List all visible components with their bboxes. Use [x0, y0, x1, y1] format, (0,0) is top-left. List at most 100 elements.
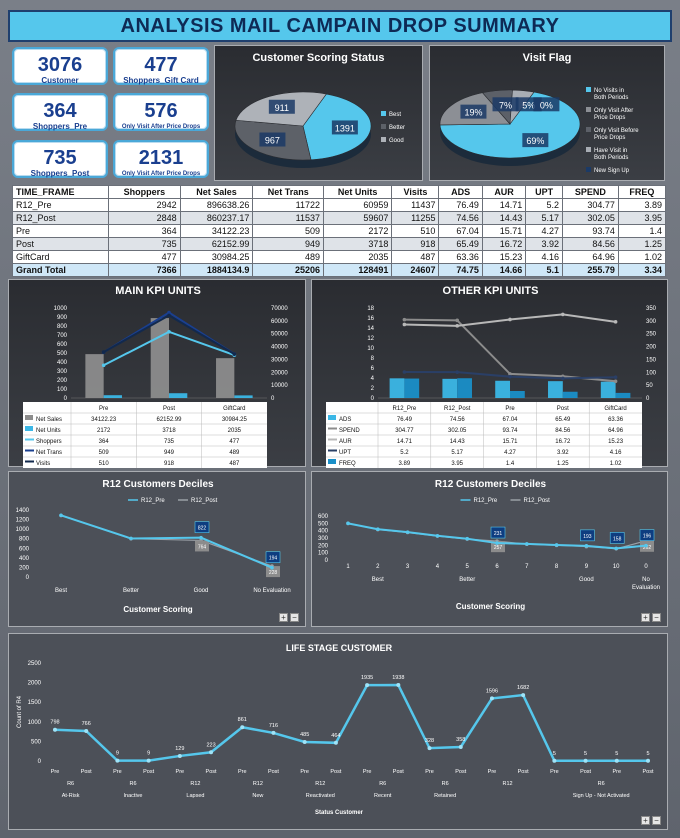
legend-swatch: [586, 107, 591, 112]
legend-swatch: [586, 167, 591, 172]
collapse-button[interactable]: −: [290, 613, 299, 622]
data-table-category: Pre: [505, 406, 515, 412]
line-point: [402, 322, 407, 327]
legend-swatch: [586, 127, 591, 132]
column-header-upt: UPT: [525, 185, 563, 199]
legend-label: Have Visit in: [594, 148, 627, 154]
y-axis-tick: 0: [38, 759, 42, 765]
y-axis-tick: 400: [318, 529, 329, 535]
legend-label: R12_Pre: [474, 498, 498, 504]
pie-data-label: 967: [265, 136, 280, 146]
pie-data-label: 1391: [335, 123, 355, 133]
column-header-time-frame[interactable]: TIME_FRAME: [11, 185, 110, 199]
legend-swatch: [328, 459, 336, 464]
line-point: [525, 542, 529, 546]
x-axis-subgroup: R6: [442, 781, 449, 787]
x-axis-tick: Best: [55, 588, 67, 594]
pie-data-label-box: [522, 133, 549, 148]
line-point: [554, 543, 559, 547]
table-cell: 74.75: [438, 263, 483, 277]
y-axis-tick: 0: [26, 575, 30, 581]
y-axis-tick: 400: [19, 556, 30, 562]
pie-data-label: 5%: [522, 100, 535, 110]
expand-button[interactable]: +: [641, 816, 650, 825]
left-axis-tick: 100: [57, 387, 68, 393]
data-label: 716: [269, 723, 278, 729]
column-header-net-trans: Net Trans: [252, 185, 324, 199]
data-label-box: [580, 529, 595, 542]
data-label: 328: [425, 738, 434, 744]
line-point: [240, 725, 245, 730]
x-axis-subgroup: R6: [379, 781, 386, 787]
data-table-value: 3.95: [451, 461, 463, 467]
data-label: 358: [456, 737, 465, 743]
legend-label: R12_Post: [524, 498, 551, 504]
data-label: 193: [583, 534, 592, 540]
y-axis-tick: 500: [31, 739, 42, 745]
table-cell: 918: [391, 237, 440, 251]
data-table-series-name: Shoppers: [36, 439, 62, 445]
data-table-value: 489: [229, 450, 240, 456]
x-axis-tick: Better: [123, 588, 139, 594]
data-table-series-name: Net Trans: [36, 450, 62, 456]
data-label: 231: [494, 531, 503, 537]
x-axis-subgroup: R6: [130, 781, 137, 787]
data-table-value: 4.27: [504, 450, 516, 456]
table-cell: 5.2: [525, 198, 563, 212]
data-table-value: 3.89: [399, 461, 411, 467]
data-table-series-name: AUR: [339, 439, 352, 445]
legend-label: Better: [389, 125, 405, 131]
line-point: [435, 534, 440, 538]
table-cell: Pre: [11, 224, 110, 238]
expand-button[interactable]: +: [641, 613, 650, 622]
table-cell: 25206: [252, 263, 324, 277]
deciles-right-chart: R12 Customers Deciles6005004003002001000…: [318, 479, 660, 611]
kpi-value: 477: [144, 54, 178, 76]
table-cell: 364: [108, 224, 181, 238]
y-axis-tick: 200: [19, 565, 30, 571]
x-axis-subgroup: R6: [67, 781, 74, 787]
line-point: [53, 727, 57, 732]
x-axis-tick: Good: [194, 588, 209, 594]
x-axis-group: Retained: [434, 793, 456, 799]
zoom-buttons: + −: [279, 613, 299, 622]
collapse-button[interactable]: −: [652, 613, 661, 622]
line-point: [232, 352, 237, 356]
x-axis-group: At-Risk: [62, 793, 80, 799]
table-cell: 1.25: [617, 237, 667, 251]
right-axis-tick: 60000: [271, 319, 288, 325]
kpi-label: Shoppers_Post: [30, 169, 90, 178]
left-axis-tick: 0: [371, 396, 375, 402]
data-label: 158: [613, 536, 622, 542]
pie-data-label: 911: [275, 103, 289, 113]
data-table-value: 302.05: [448, 428, 467, 434]
expand-button[interactable]: +: [279, 613, 288, 622]
chart-title: R12 Customers Deciles: [435, 479, 547, 490]
legend-label: R12_Post: [191, 498, 218, 504]
collapse-button[interactable]: −: [652, 816, 661, 825]
x-axis-tick: Post: [393, 769, 404, 775]
line-point: [561, 312, 565, 317]
line-point: [508, 372, 512, 376]
table-cell: 2035: [322, 250, 393, 264]
bar-net-sales: [150, 318, 169, 398]
column-header-spend: SPEND: [562, 185, 619, 199]
data-label: 861: [238, 717, 247, 723]
kpi-card-visit-after: 576 Only Visit After Price Drops: [113, 93, 209, 131]
line-point: [584, 544, 589, 548]
table-cell: 255.79: [562, 263, 619, 277]
x-axis-subgroup: R12: [315, 781, 325, 787]
table-cell: 11722: [252, 198, 324, 212]
table-cell: 14.43: [481, 211, 527, 225]
data-table-category: R12_Post: [444, 406, 471, 412]
data-table-series-name: Net Units: [36, 428, 61, 434]
table-cell: 2848: [108, 211, 181, 225]
data-table-value: 3.92: [557, 450, 569, 456]
x-axis-tick: 6: [495, 564, 499, 570]
x-axis-tick: Pre: [176, 769, 185, 775]
right-axis-tick: 150: [646, 357, 657, 363]
line-r12_post: [60, 514, 273, 567]
data-table-value: 15.71: [502, 439, 518, 445]
table-cell: 15.23: [481, 250, 527, 264]
